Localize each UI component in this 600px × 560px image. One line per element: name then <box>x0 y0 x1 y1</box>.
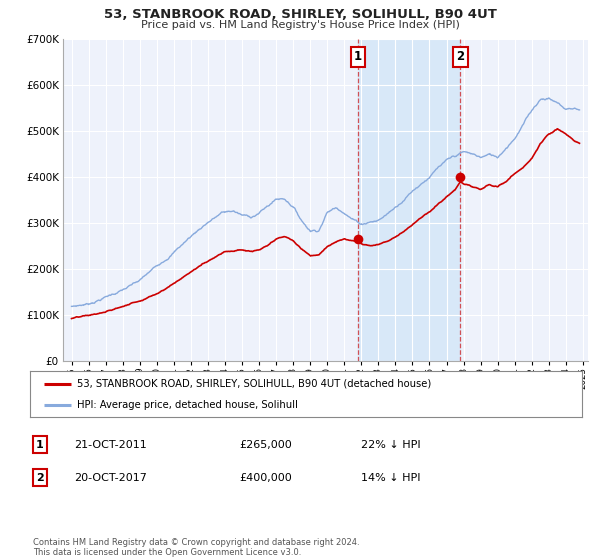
Text: 22% ↓ HPI: 22% ↓ HPI <box>361 440 421 450</box>
Text: 53, STANBROOK ROAD, SHIRLEY, SOLIHULL, B90 4UT: 53, STANBROOK ROAD, SHIRLEY, SOLIHULL, B… <box>104 8 496 21</box>
Text: 1: 1 <box>354 50 362 63</box>
Text: 2: 2 <box>36 473 44 483</box>
Text: 20-OCT-2017: 20-OCT-2017 <box>74 473 147 483</box>
Text: 53, STANBROOK ROAD, SHIRLEY, SOLIHULL, B90 4UT (detached house): 53, STANBROOK ROAD, SHIRLEY, SOLIHULL, B… <box>77 379 431 389</box>
Bar <box>358 39 460 361</box>
Text: £400,000: £400,000 <box>240 473 293 483</box>
Text: 1: 1 <box>36 440 44 450</box>
Text: £265,000: £265,000 <box>240 440 293 450</box>
Text: Price paid vs. HM Land Registry's House Price Index (HPI): Price paid vs. HM Land Registry's House … <box>140 20 460 30</box>
Text: Contains HM Land Registry data © Crown copyright and database right 2024.
This d: Contains HM Land Registry data © Crown c… <box>33 538 359 557</box>
Text: 14% ↓ HPI: 14% ↓ HPI <box>361 473 421 483</box>
Text: 2: 2 <box>456 50 464 63</box>
Text: HPI: Average price, detached house, Solihull: HPI: Average price, detached house, Soli… <box>77 400 298 410</box>
Text: 21-OCT-2011: 21-OCT-2011 <box>74 440 147 450</box>
